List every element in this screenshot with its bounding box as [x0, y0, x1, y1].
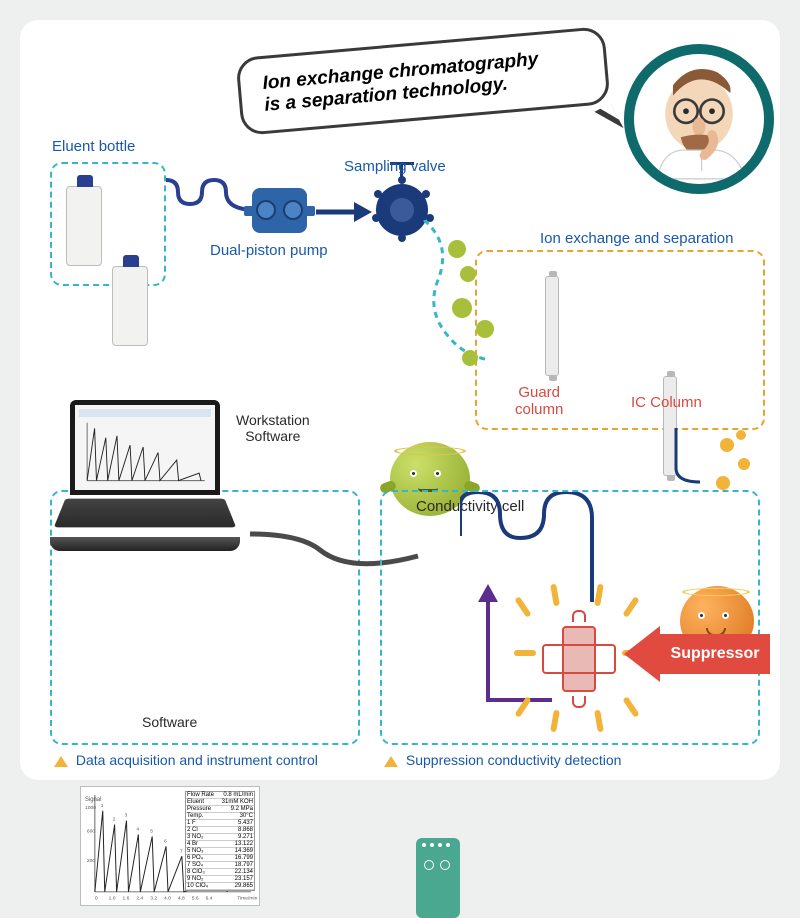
orange-particle-icon: [738, 458, 750, 470]
purple-arrow-icon: [476, 580, 500, 700]
caption-right: Suppression conductivity detection: [384, 752, 621, 768]
svg-text:Time/min: Time/min: [237, 896, 257, 902]
tubing-icon: [166, 170, 256, 230]
ionex-box: Guard column IC Column: [475, 250, 765, 430]
svg-text:4.8: 4.8: [178, 896, 185, 902]
guard-label: Guard column: [515, 384, 563, 418]
guard-column-icon: [545, 276, 559, 376]
svg-text:5.6: 5.6: [192, 896, 199, 902]
pump-label: Dual-piston pump: [210, 242, 328, 259]
svg-text:1000: 1000: [85, 805, 96, 811]
scientist-avatar: [624, 44, 774, 194]
svg-text:0: 0: [95, 896, 98, 902]
pump-icon: [252, 188, 307, 233]
svg-text:2: 2: [113, 817, 116, 823]
triangle-icon: [54, 756, 68, 767]
caption-left-text: Data acquisition and instrument control: [76, 752, 318, 768]
eluent-label: Eluent bottle: [52, 138, 135, 155]
laptop-icon: [70, 400, 240, 551]
triangle-icon: [384, 756, 398, 767]
svg-text:6: 6: [164, 838, 167, 844]
green-particle-icon: [462, 350, 478, 366]
svg-text:3.2: 3.2: [150, 896, 157, 902]
ic-label: IC Column: [631, 394, 702, 411]
blue-line-icon: [670, 428, 730, 488]
orange-particle-icon: [736, 430, 746, 440]
svg-text:6.4: 6.4: [206, 896, 213, 902]
speech-bubble: Ion exchange chromatography is a separat…: [235, 26, 610, 136]
svg-text:3: 3: [125, 813, 128, 819]
svg-text:1.6: 1.6: [123, 896, 130, 902]
svg-text:1: 1: [101, 803, 104, 809]
svg-text:7: 7: [180, 848, 183, 854]
suppressor-label: Suppressor: [660, 634, 770, 674]
bottle-icon: [66, 186, 102, 266]
ionex-label: Ion exchange and separation: [540, 230, 733, 247]
suppressor-icon: [542, 620, 616, 698]
software-label: Software: [142, 714, 197, 730]
svg-text:4: 4: [136, 827, 139, 833]
caption-left: Data acquisition and instrument control: [54, 752, 318, 768]
caption-right-text: Suppression conductivity detection: [406, 752, 622, 768]
svg-text:5: 5: [150, 828, 153, 834]
green-particle-icon: [448, 240, 466, 258]
green-particle-icon: [460, 266, 476, 282]
svg-text:1.0: 1.0: [109, 896, 116, 902]
valve-label: Sampling valve: [344, 158, 446, 175]
svg-text:2.4: 2.4: [136, 896, 143, 902]
svg-text:600: 600: [87, 828, 95, 834]
conductivity-cell-icon: [416, 838, 460, 918]
svg-text:4.0: 4.0: [164, 896, 171, 902]
flow-arrow-icon: [316, 200, 372, 224]
software-panel: Signal 1000 600 200 Time/min 01.01.6 2.4…: [80, 786, 260, 906]
workstation-label: Workstation Software: [236, 412, 310, 444]
svg-text:200: 200: [87, 858, 95, 864]
green-particle-icon: [452, 298, 472, 318]
scientist-icon: [634, 54, 764, 184]
bottle-icon: [112, 266, 148, 346]
software-table: Flow Rate0.8 mL/min Eluent31mM KOH Press…: [185, 791, 255, 891]
suppressor-arrow: Suppressor: [624, 626, 770, 682]
green-particle-icon: [476, 320, 494, 338]
eluent-box: [50, 162, 166, 286]
